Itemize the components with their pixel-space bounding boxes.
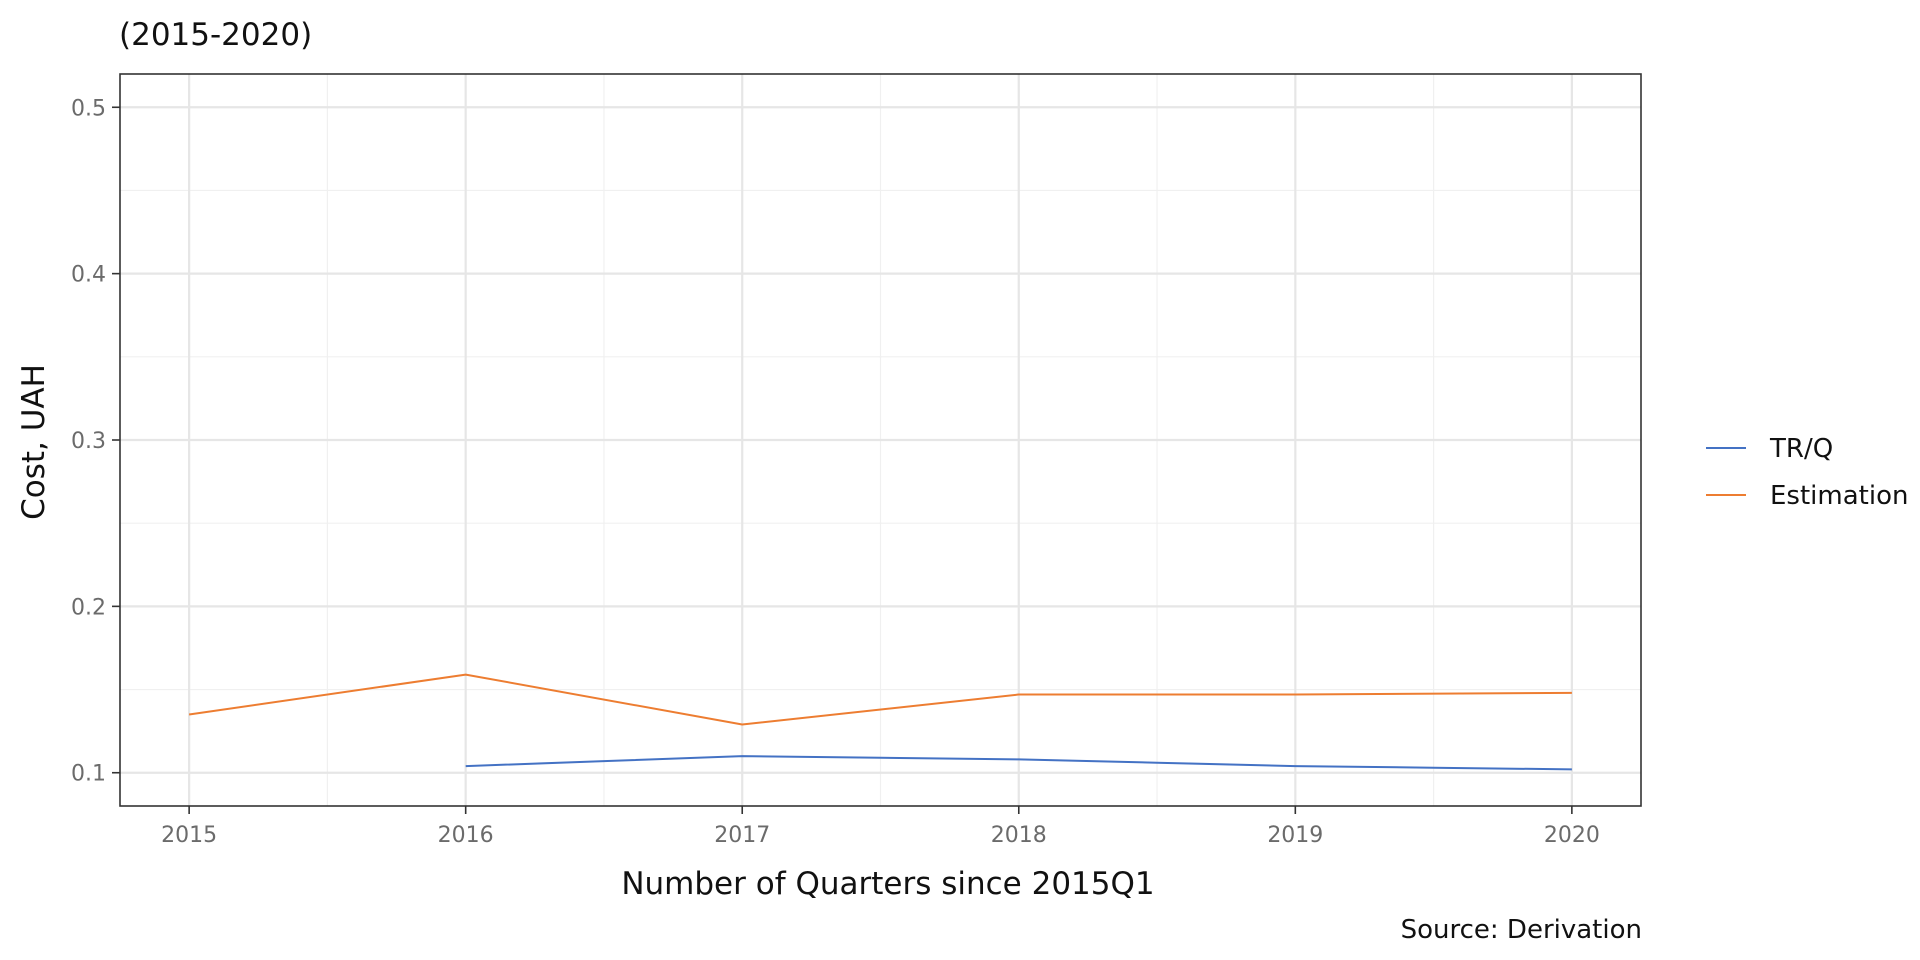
chart-subtitle: (2015-2020) [119, 17, 312, 53]
x-axis-title: Number of Quarters since 2015Q1 [621, 866, 1154, 902]
chart-caption: Source: Derivation [1401, 915, 1642, 945]
x-tick-label: 2020 [1544, 823, 1600, 848]
y-axis-title: Cost, UAH [16, 364, 52, 520]
legend: TR/Q Estimation [1706, 434, 1908, 511]
y-tick-label: 0.1 [71, 762, 106, 787]
y-axis-ticks: 0.1 0.2 0.3 0.4 0.5 [71, 96, 120, 787]
x-axis-ticks: 2015 2016 2017 2018 2019 2020 [161, 806, 1600, 848]
y-tick-label: 0.5 [71, 96, 106, 121]
x-tick-label: 2018 [991, 823, 1047, 848]
major-gridlines [120, 74, 1641, 806]
x-tick-label: 2017 [714, 823, 770, 848]
y-tick-label: 0.4 [71, 263, 106, 288]
y-tick-label: 0.2 [71, 595, 106, 620]
y-tick-label: 0.3 [71, 429, 106, 454]
legend-label: Estimation [1770, 481, 1908, 511]
series-line-estimation [188, 673, 1572, 726]
x-tick-label: 2016 [438, 823, 494, 848]
x-tick-label: 2019 [1267, 823, 1323, 848]
legend-label: TR/Q [1769, 434, 1833, 464]
x-tick-label: 2015 [161, 823, 217, 848]
series-lines [188, 673, 1572, 771]
series-line-tr-q [465, 755, 1572, 771]
